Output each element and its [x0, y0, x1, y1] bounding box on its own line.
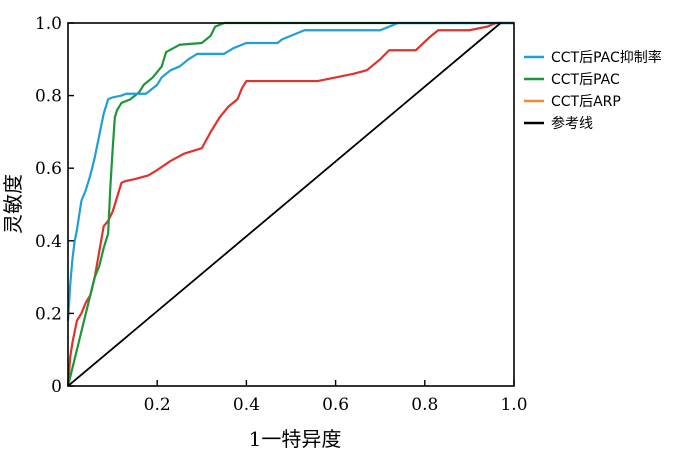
legend: CCT后PAC抑制率 CCT后PAC CCT后ARP 参考线 — [524, 49, 662, 132]
y-axis-ticks: 0 0.2 0.4 0.6 0.8 1.0 — [35, 14, 74, 397]
y-axis-title: 灵敏度 — [1, 174, 25, 234]
plot-frame — [67, 22, 515, 387]
x-axis-ticks: 0.2 0.4 0.6 0.8 1.0 — [144, 380, 528, 415]
legend-label: CCT后ARP — [551, 94, 621, 110]
y-tick-label: 0.4 — [35, 232, 62, 252]
x-tick-label: 0.2 — [144, 395, 171, 415]
y-tick-label: 1.0 — [35, 14, 62, 34]
x-tick-label: 0.4 — [233, 395, 260, 415]
series-line-2 — [66, 21, 514, 387]
x-tick-label: 0.6 — [322, 395, 349, 415]
x-tick-label: 0.8 — [411, 395, 438, 415]
legend-label: CCT后PAC抑制率 — [551, 49, 662, 66]
series-line-1 — [66, 21, 514, 387]
series-line-0 — [66, 21, 514, 321]
series-line-3 — [67, 22, 502, 387]
plot-lines — [66, 21, 514, 387]
y-tick-label: 0.6 — [35, 159, 62, 179]
legend-label: CCT后PAC — [551, 72, 620, 88]
y-tick-label: 0.8 — [35, 87, 62, 107]
legend-label: 参考线 — [551, 115, 593, 132]
y-tick-label: 0 — [51, 377, 62, 397]
x-axis-title: 1一特异度 — [249, 427, 342, 451]
x-tick-label: 1.0 — [500, 395, 527, 415]
y-tick-label: 0.2 — [35, 304, 62, 324]
